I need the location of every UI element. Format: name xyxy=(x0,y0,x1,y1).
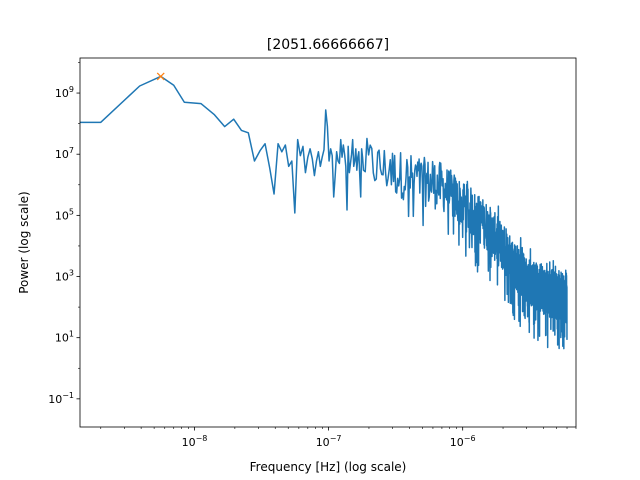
series-line xyxy=(80,75,568,350)
y-tick-label: 10−1 xyxy=(48,391,74,406)
x-tick-label: 10−6 xyxy=(450,434,476,449)
y-tick-label: 107 xyxy=(55,146,74,161)
plot-frame xyxy=(79,57,577,428)
y-tick-label: 103 xyxy=(55,269,74,284)
x-axis-label: Frequency [Hz] (log scale) xyxy=(250,460,407,474)
x-axis: 10−8 10−7 10−6 xyxy=(100,427,577,449)
x-tick-label: 10−7 xyxy=(316,434,342,449)
y-tick-label: 105 xyxy=(55,207,74,222)
y-tick-label: 109 xyxy=(55,85,74,100)
y-tick-label: 101 xyxy=(55,330,74,345)
series-layer xyxy=(80,75,568,350)
peak-marker xyxy=(156,72,165,81)
chart-title: [2051.66666667] xyxy=(267,37,389,53)
marker-layer xyxy=(156,72,165,81)
y-axis: 109 107 105 103 101 10−1 xyxy=(48,62,80,406)
x-tick-label: 10−8 xyxy=(182,434,208,449)
y-axis-label: Power (log scale) xyxy=(17,191,31,294)
